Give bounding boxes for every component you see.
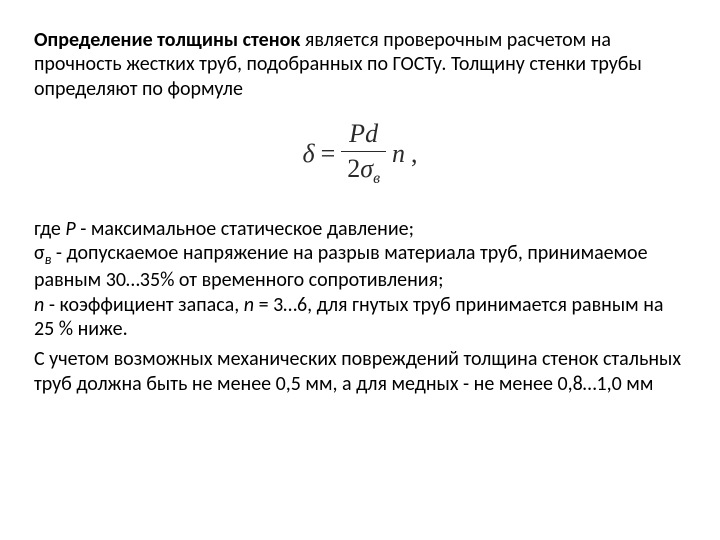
def-P-text: - максимальное статическое давление; — [76, 217, 414, 241]
def-n-text1: - коэффициент запаса, — [44, 293, 243, 317]
def-sigma-text: - допускаемое напряжение на разрыв матер… — [34, 241, 648, 292]
closing-paragraph: С учетом возможных механических поврежде… — [34, 347, 686, 396]
formula-container: δ = Pd 2σв n , — [34, 119, 686, 188]
def-sigma-symbol: σ — [34, 241, 45, 265]
formula-two: 2 — [347, 154, 360, 183]
formula-numerator: Pd — [343, 119, 384, 149]
def-n-symbol-2: n — [244, 293, 254, 317]
definitions-block: где P - максимальное статическое давлени… — [34, 217, 686, 342]
def-n-symbol: n — [34, 293, 44, 317]
formula-delta: δ — [302, 139, 314, 169]
formula-fraction: Pd 2σв — [341, 119, 386, 188]
formula-n: n — [392, 139, 405, 169]
formula-denominator: 2σв — [341, 154, 386, 189]
slide-body: Определение толщины стенок является пров… — [0, 0, 720, 540]
formula-P: P — [349, 119, 365, 148]
fraction-bar — [341, 151, 386, 152]
formula-sigma: σ — [360, 154, 373, 183]
intro-paragraph: Определение толщины стенок является пров… — [34, 28, 686, 101]
wall-thickness-formula: δ = Pd 2σв n , — [302, 119, 417, 188]
formula-comma: , — [411, 139, 418, 169]
formula-sigma-sub: в — [373, 170, 380, 187]
intro-bold: Определение толщины стенок — [34, 28, 300, 52]
formula-d: d — [365, 119, 378, 148]
formula-equals: = — [321, 139, 336, 169]
def-where: где — [34, 217, 65, 241]
def-P-symbol: P — [65, 217, 75, 241]
